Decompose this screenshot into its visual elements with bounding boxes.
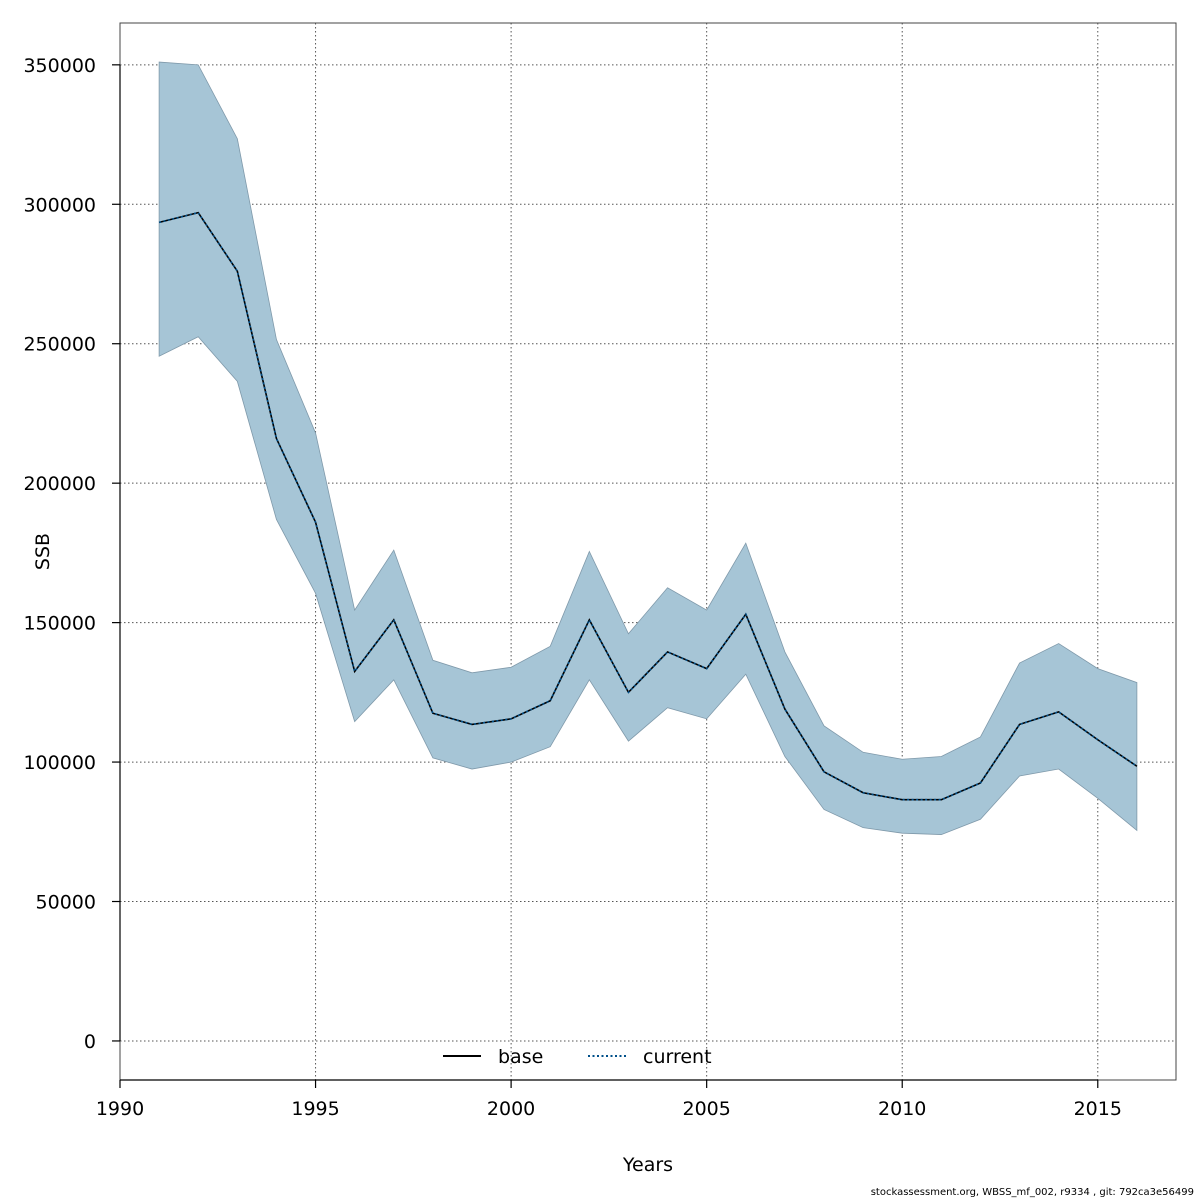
y-axis-title: SSB	[32, 533, 54, 570]
y-tick-label: 250000	[23, 334, 96, 356]
y-tick-label: 350000	[23, 55, 96, 77]
series-line-current	[158, 211, 1138, 801]
y-tick-label: 200000	[23, 473, 96, 495]
x-tick-label: 1995	[291, 1098, 339, 1120]
y-tick-label: 0	[84, 1031, 96, 1053]
y-tick-label: 100000	[23, 752, 96, 774]
y-tick-label: 150000	[23, 613, 96, 635]
confidence-band	[158, 61, 1138, 835]
y-tick-label: 50000	[36, 892, 96, 914]
x-tick-label: 2000	[487, 1098, 535, 1120]
series-lines	[158, 211, 1138, 801]
x-tick-label: 1990	[96, 1098, 144, 1120]
x-tick-label: 2015	[1074, 1098, 1122, 1120]
y-axis-ticks: 0 50000 100000 150000 200000 250000 300000 3500…	[23, 55, 120, 1053]
x-tick-label: 2010	[878, 1098, 926, 1120]
axes	[119, 64, 1098, 1081]
legend-label-base: base	[498, 1046, 543, 1068]
x-axis-title: Years	[622, 1154, 673, 1176]
footer-credit: stockassessment.org, WBSS_mf_002, r9334 …	[870, 1187, 1194, 1198]
legend: base current	[443, 1046, 712, 1068]
legend-label-current: current	[643, 1046, 712, 1068]
grid	[120, 23, 1176, 1080]
plot-frame	[119, 22, 1177, 1081]
x-axis-ticks: 1990 1995 2000 2005 2010 2015	[96, 1080, 1122, 1120]
x-tick-label: 2005	[682, 1098, 730, 1120]
y-tick-label: 300000	[23, 194, 96, 216]
